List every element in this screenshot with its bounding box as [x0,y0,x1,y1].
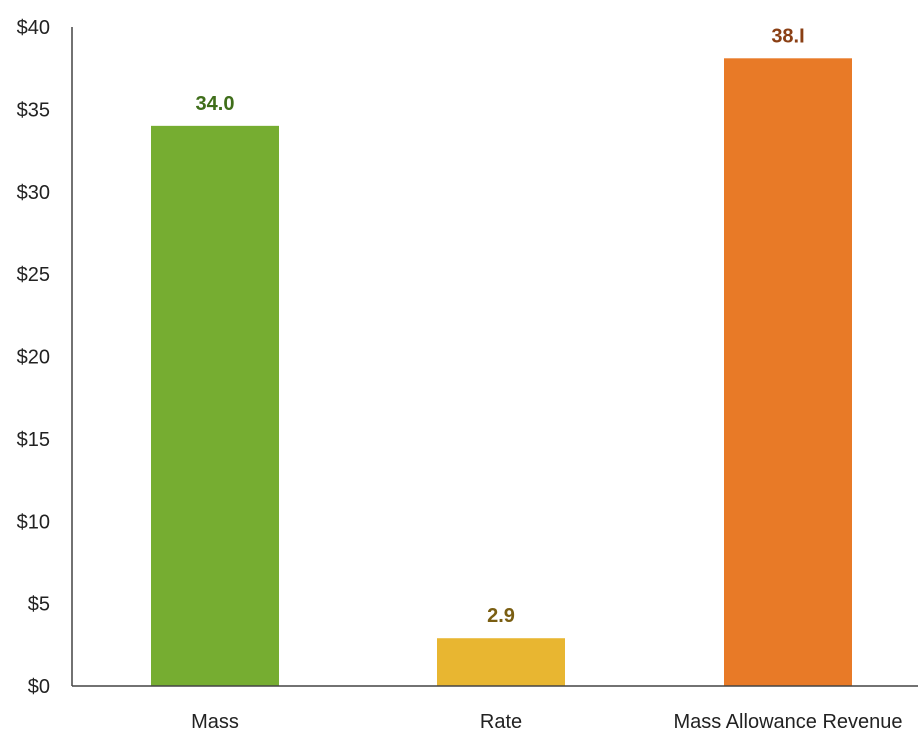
y-tick-label: $5 [28,594,50,616]
category-label: Mass [191,711,239,733]
data-label: 2.9 [487,605,515,627]
y-axis-ticks: $0 $5 $10 $15 $20 $25 $30 $35 $40 [17,17,50,698]
data-label: 34.0 [196,93,235,115]
bars [151,58,852,687]
y-tick-label: $30 [17,182,50,204]
data-labels: 34.0 2.9 38.I [196,25,805,627]
y-tick-label: $0 [28,676,50,698]
bar-mass-allowance-revenue [724,58,852,687]
category-label: Rate [480,711,522,733]
data-label: 38.I [771,25,804,47]
category-labels: Mass Rate Mass Allowance Revenue [191,711,902,733]
y-tick-label: $20 [17,347,50,369]
category-label: Mass Allowance Revenue [673,711,902,733]
y-tick-label: $15 [17,429,50,451]
y-tick-label: $40 [17,17,50,39]
bar-mass [151,125,279,687]
bar-rate [437,638,565,686]
y-tick-label: $25 [17,264,50,286]
y-tick-label: $10 [17,511,50,533]
y-tick-label: $35 [17,99,50,121]
